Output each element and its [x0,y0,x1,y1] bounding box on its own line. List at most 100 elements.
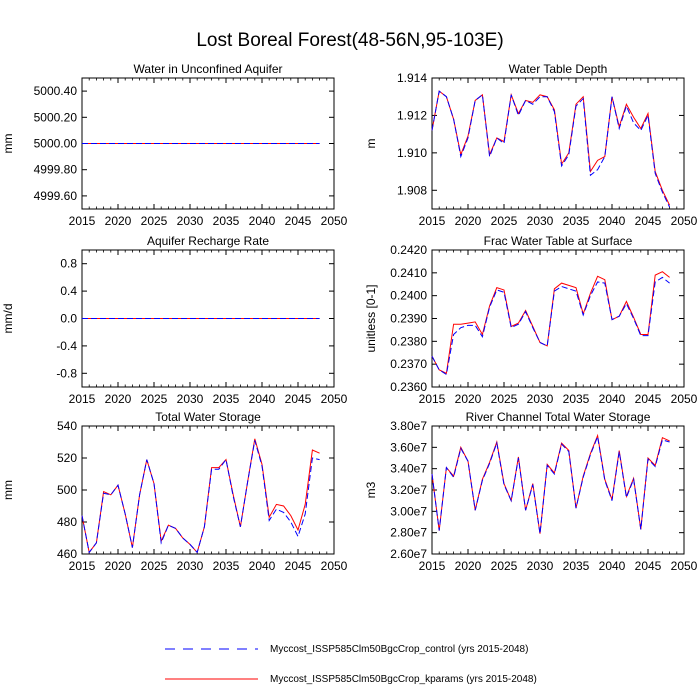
y-tick-label: 3.20e7 [390,483,427,497]
y-tick-label: 3.80e7 [390,419,427,433]
panel-title: Total Water Storage [155,410,261,424]
x-tick-label: 2035 [563,559,590,573]
y-tick-label: 5000.00 [34,137,78,151]
x-tick-label: 2020 [455,559,482,573]
plot-frame [431,77,685,210]
x-tick-label: 2040 [599,559,626,573]
y-tick-label: -0.8 [56,366,77,380]
x-tick-label: 2020 [105,559,132,573]
x-tick-label: 2035 [213,559,240,573]
y-axis-label: mm [1,134,15,154]
x-tick-label: 2035 [563,214,590,228]
y-tick-label: 480 [57,515,77,529]
x-tick-label: 2045 [285,392,312,406]
x-tick-label: 2050 [321,392,348,406]
panel-title: Water Table Depth [509,62,608,76]
panel-title: Water in Unconfined Aquifer [134,62,283,76]
panel-title: Frac Water Table at Surface [484,234,633,248]
x-tick-label: 2045 [635,392,662,406]
y-axis-label: m [364,139,378,149]
y-axis-label: m3 [364,481,378,498]
legend-samples [165,648,258,680]
panel-title: Aquifer Recharge Rate [147,234,269,248]
y-tick-label: 3.40e7 [390,462,427,476]
y-tick-label: 2.60e7 [390,547,427,561]
y-tick-label: 0.2420 [390,243,427,257]
panel-2: Water Table Depth 2015 2020 2025 2030 2035 204… [364,62,698,228]
y-tick-label: 0.2410 [390,266,427,280]
series-line-kparams [81,438,320,554]
x-tick-label: 2035 [563,392,590,406]
x-tick-label: 2030 [527,214,554,228]
x-tick-label: 2025 [141,392,168,406]
x-tick-label: 2015 [419,214,446,228]
y-tick-label: 4999.60 [34,189,78,203]
y-tick-label: 2.80e7 [390,526,427,540]
y-tick-label: 520 [57,451,77,465]
x-tick-label: 2035 [213,214,240,228]
series-line-control [431,276,670,376]
x-tick-label: 2050 [671,392,698,406]
y-tick-label: 0.2360 [390,380,427,394]
y-tick-label: 3.60e7 [390,440,427,454]
x-tick-label: 2025 [141,559,168,573]
x-tick-label: 2040 [599,392,626,406]
panel-4: Frac Water Table at Surface 2015 2020 2025 2… [364,234,698,406]
x-tick-label: 2040 [599,214,626,228]
x-tick-label: 2050 [321,559,348,573]
y-tick-label: 460 [57,547,77,561]
y-tick-label: 0.8 [60,257,77,271]
x-tick-label: 2015 [419,392,446,406]
panel-1: Water in Unconfined Aquifer 2015 2020 2025 2… [1,62,348,228]
x-tick-label: 2015 [69,392,96,406]
y-tick-label: 1.914 [397,71,427,85]
panel-5: Total Water Storage 2015 2020 2025 2030 2035 2… [1,410,348,573]
x-tick-label: 2030 [527,392,554,406]
x-tick-label: 2050 [321,214,348,228]
series-line-control [81,440,320,554]
x-tick-label: 2050 [671,214,698,228]
x-tick-label: 2035 [213,392,240,406]
series-line-control [431,434,670,534]
y-tick-label: 5000.20 [34,110,78,124]
y-tick-label: 0.2370 [390,357,427,371]
x-tick-label: 2015 [69,214,96,228]
x-tick-label: 2020 [105,392,132,406]
x-tick-label: 2020 [105,214,132,228]
x-tick-label: 2025 [141,214,168,228]
x-tick-label: 2020 [455,214,482,228]
x-tick-label: 2030 [177,559,204,573]
x-tick-label: 2040 [249,392,276,406]
x-tick-label: 2030 [177,214,204,228]
y-tick-label: 540 [57,419,77,433]
legend-label-control: Myccost_ISSP585Clm50BgcCrop_control (yrs… [270,644,529,655]
y-tick-label: 0.2400 [390,289,427,303]
panel-title: River Channel Total Water Storage [466,410,651,424]
x-tick-label: 2020 [455,392,482,406]
x-tick-label: 2045 [635,214,662,228]
y-tick-label: 3.00e7 [390,504,427,518]
x-tick-label: 2015 [69,559,96,573]
y-tick-label: 1.910 [397,146,427,160]
x-tick-label: 2025 [491,559,518,573]
x-tick-label: 2025 [491,392,518,406]
x-tick-label: 2030 [527,559,554,573]
x-tick-label: 2030 [177,392,204,406]
legend-label-kparams: Myccost_ISSP585Clm50BgcCrop_kparams (yrs… [270,674,537,685]
y-axis-label: mm [1,480,15,500]
x-tick-label: 2040 [249,214,276,228]
x-tick-label: 2045 [285,559,312,573]
y-tick-label: 500 [57,483,77,497]
x-tick-label: 2015 [419,559,446,573]
y-tick-label: 0.2390 [390,312,427,326]
x-tick-label: 2045 [635,559,662,573]
y-tick-label: 5000.40 [34,84,78,98]
x-tick-label: 2045 [285,214,312,228]
x-tick-label: 2050 [671,559,698,573]
x-tick-label: 2025 [491,214,518,228]
panel-6: River Channel Total Water Storage 2015 202… [364,410,698,573]
y-tick-label: 4999.80 [34,163,78,177]
panel-3: Aquifer Recharge Rate 2015 2020 2025 2030 203… [1,234,348,406]
y-tick-label: 1.912 [397,108,427,122]
